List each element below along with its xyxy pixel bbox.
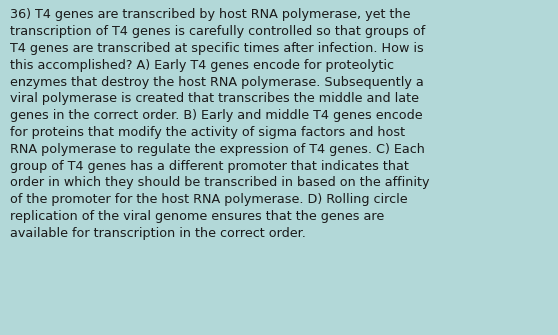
Text: 36) T4 genes are transcribed by host RNA polymerase, yet the
transcription of T4: 36) T4 genes are transcribed by host RNA… bbox=[10, 8, 430, 240]
